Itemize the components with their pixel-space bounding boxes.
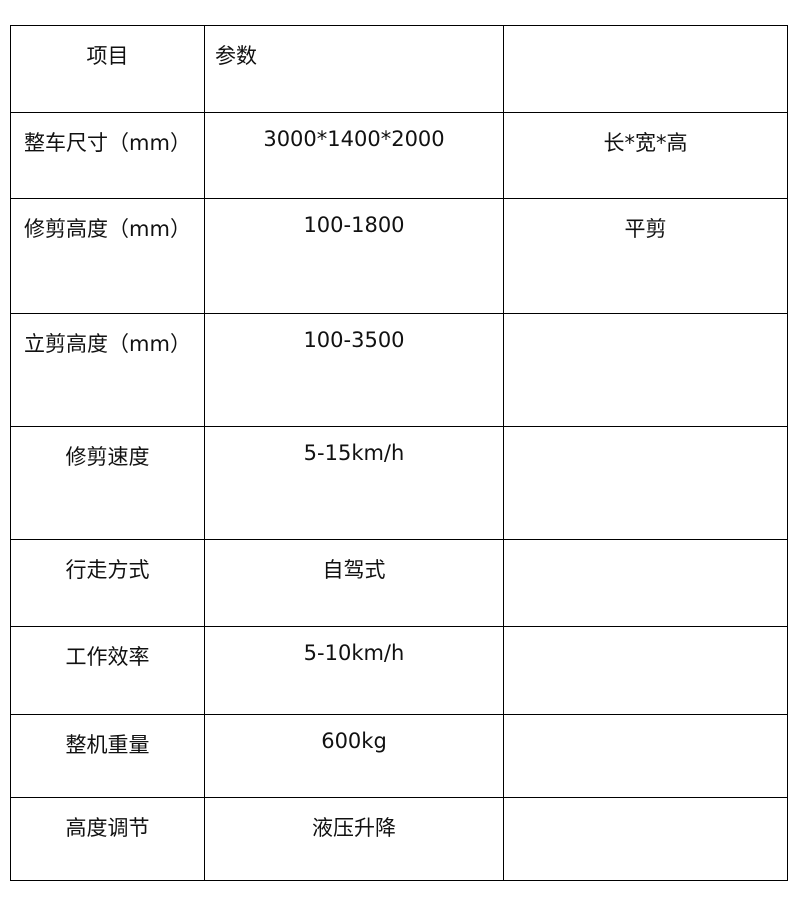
cell-text: 整机重量: [65, 733, 150, 757]
table-cell: 修剪速度: [10, 426, 205, 540]
table-cell: [503, 626, 788, 715]
table-cell: 项目: [10, 25, 205, 113]
cell-text: 行走方式: [65, 558, 150, 582]
table-cell: 自驾式: [204, 539, 504, 627]
table-cell: 液压升降: [204, 797, 504, 881]
cell-text: 100-3500: [303, 328, 405, 352]
table-cell: 5-10km/h: [204, 626, 504, 715]
table-cell: 参数: [204, 25, 504, 113]
cell-text: 整车尺寸（mm）: [24, 131, 191, 155]
cell-text: 5-10km/h: [303, 641, 405, 665]
cell-text: 工作效率: [65, 645, 150, 669]
cell-text: 100-1800: [303, 213, 405, 237]
table-cell: [503, 714, 788, 798]
table-cell: 长*宽*高: [503, 112, 788, 199]
table-cell: 整车尺寸（mm）: [10, 112, 205, 199]
cell-text: 5-15km/h: [303, 441, 405, 465]
table-cell: 立剪高度（mm）: [10, 313, 205, 427]
cell-text: 3000*1400*2000: [263, 127, 445, 151]
table-cell: 修剪高度（mm）: [10, 198, 205, 314]
cell-text: 修剪速度: [65, 445, 150, 469]
cell-text: 修剪高度（mm）: [24, 217, 191, 241]
header-text: 参数: [215, 44, 257, 68]
table-cell: [503, 797, 788, 881]
table-cell: 5-15km/h: [204, 426, 504, 540]
table-cell: 整机重量: [10, 714, 205, 798]
cell-text: 液压升降: [312, 816, 396, 840]
cell-text: 600kg: [321, 729, 387, 753]
table-cell: [503, 539, 788, 627]
table-cell: 工作效率: [10, 626, 205, 715]
cell-text: 平剪: [624, 217, 667, 241]
table-cell: [503, 426, 788, 540]
table-cell: 600kg: [204, 714, 504, 798]
table-cell: 100-1800: [204, 198, 504, 314]
table-cell: 高度调节: [10, 797, 205, 881]
cell-text: 立剪高度（mm）: [24, 332, 191, 356]
header-text: 项目: [86, 44, 129, 68]
table-cell: 平剪: [503, 198, 788, 314]
table-cell: 3000*1400*2000: [204, 112, 504, 199]
table-cell: [503, 313, 788, 427]
cell-text: 高度调节: [65, 816, 150, 840]
table-cell: 100-3500: [204, 313, 504, 427]
table-cell: 行走方式: [10, 539, 205, 627]
cell-text: 长*宽*高: [603, 131, 688, 155]
table-cell: [503, 25, 788, 113]
cell-text: 自驾式: [322, 558, 386, 582]
